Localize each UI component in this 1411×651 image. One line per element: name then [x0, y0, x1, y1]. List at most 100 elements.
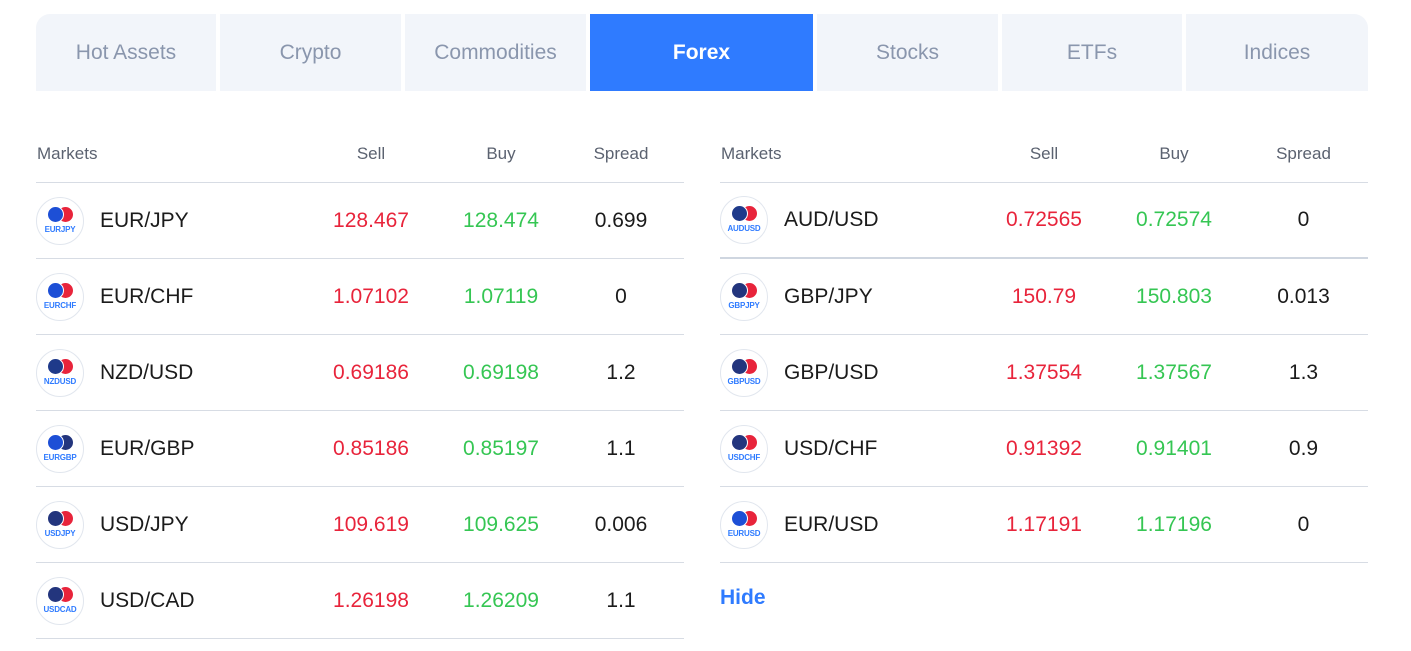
- hide-link[interactable]: Hide: [720, 586, 766, 609]
- buy-price[interactable]: 150.803: [1136, 284, 1212, 308]
- currency-pair-icon: USDCAD: [36, 576, 84, 625]
- pair-name[interactable]: USD/CAD: [100, 588, 195, 612]
- pair-name[interactable]: EUR/GBP: [100, 436, 195, 460]
- buy-price[interactable]: 1.17196: [1136, 512, 1212, 536]
- spread-value: 1.1: [606, 588, 636, 612]
- pair-name[interactable]: GBP/JPY: [784, 284, 873, 308]
- table-row[interactable]: USDJPY USD/JPY 109.619 109.625 0.006: [36, 487, 684, 563]
- market-cell: EURJPY EUR/JPY: [36, 196, 306, 245]
- tab-stocks[interactable]: Stocks: [817, 14, 998, 91]
- flag-base-icon: [731, 281, 748, 299]
- table-row[interactable]: EURJPY EUR/JPY 128.467 128.474 0.699: [36, 183, 684, 259]
- buy-price[interactable]: 1.26209: [463, 588, 539, 612]
- table-row[interactable]: EURUSD EUR/USD 1.17191 1.17196 0: [720, 487, 1368, 563]
- currency-pair-icon: GBPUSD: [720, 348, 768, 397]
- currency-pair-icon: EURUSD: [720, 500, 768, 549]
- sell-price[interactable]: 0.69186: [333, 360, 409, 384]
- header-buy: Buy: [486, 143, 516, 163]
- flag-base-icon: [731, 433, 748, 451]
- pair-code: EURUSD: [727, 528, 761, 538]
- market-cell: EURCHF EUR/CHF: [36, 272, 306, 321]
- sell-price[interactable]: 0.91392: [1006, 436, 1082, 460]
- market-cell: EURUSD EUR/USD: [720, 500, 979, 549]
- table-row[interactable]: NZDUSD NZD/USD 0.69186 0.69198 1.2: [36, 335, 684, 411]
- sell-price[interactable]: 109.619: [333, 512, 409, 536]
- market-cell: AUDUSD AUD/USD: [720, 196, 979, 244]
- table-header: Markets Sell Buy Spread: [36, 125, 684, 183]
- currency-pair-icon: USDCHF: [720, 424, 768, 473]
- flags-icon: [729, 203, 759, 223]
- tab-etfs[interactable]: ETFs: [1002, 14, 1182, 91]
- flags-icon: [45, 584, 75, 604]
- sell-price[interactable]: 0.72565: [1006, 208, 1082, 231]
- market-cell: GBPUSD GBP/USD: [720, 348, 979, 397]
- sell-price[interactable]: 1.37554: [1006, 360, 1082, 384]
- flag-base-icon: [731, 509, 748, 527]
- flags-icon: [729, 508, 759, 528]
- spread-value: 0.699: [594, 208, 648, 232]
- sell-price[interactable]: 1.26198: [333, 588, 409, 612]
- table-row[interactable]: USDCAD USD/CAD 1.26198 1.26209 1.1: [36, 563, 684, 639]
- pair-name[interactable]: EUR/USD: [784, 512, 879, 536]
- tab-crypto[interactable]: Crypto: [220, 14, 401, 91]
- sell-price[interactable]: 1.07102: [333, 284, 409, 308]
- flag-base-icon: [47, 205, 64, 223]
- pair-code: NZDUSD: [43, 376, 77, 386]
- buy-price[interactable]: 0.72574: [1136, 208, 1212, 231]
- tab-hot-assets[interactable]: Hot Assets: [36, 14, 216, 91]
- flag-base-icon: [731, 357, 748, 375]
- pair-name[interactable]: USD/JPY: [100, 512, 189, 536]
- spread-value: 0.013: [1277, 284, 1330, 308]
- flags-icon: [45, 356, 75, 376]
- tab-forex[interactable]: Forex: [590, 14, 813, 91]
- spread-value: 0: [615, 284, 627, 308]
- sell-price[interactable]: 1.17191: [1006, 512, 1082, 536]
- table-row[interactable]: AUDUSD AUD/USD 0.72565 0.72574 0: [720, 183, 1368, 259]
- pair-code: EURJPY: [44, 224, 76, 234]
- currency-pair-icon: NZDUSD: [36, 348, 84, 397]
- sell-price[interactable]: 0.85186: [333, 436, 409, 460]
- buy-price[interactable]: 128.474: [463, 208, 539, 232]
- market-cell: USDCAD USD/CAD: [36, 576, 306, 625]
- buy-price[interactable]: 109.625: [463, 512, 539, 536]
- currency-pair-icon: EURGBP: [36, 424, 84, 473]
- flag-base-icon: [731, 205, 748, 222]
- market-cell: USDCHF USD/CHF: [720, 424, 979, 473]
- markets-table-left: Markets Sell Buy Spread EURJPY EUR/JPY 128…: [36, 125, 684, 639]
- buy-price[interactable]: 0.69198: [463, 360, 539, 384]
- pair-name[interactable]: NZD/USD: [100, 360, 194, 384]
- header-buy: Buy: [1159, 143, 1189, 163]
- tab-indices[interactable]: Indices: [1186, 14, 1368, 91]
- table-row[interactable]: EURCHF EUR/CHF 1.07102 1.07119 0: [36, 259, 684, 335]
- spread-value: 0: [1297, 512, 1310, 536]
- pair-name[interactable]: USD/CHF: [784, 436, 878, 460]
- pair-name[interactable]: AUD/USD: [784, 208, 879, 231]
- market-cell: NZDUSD NZD/USD: [36, 348, 306, 397]
- table-row[interactable]: GBPUSD GBP/USD 1.37554 1.37567 1.3: [720, 335, 1368, 411]
- pair-code: USDCAD: [43, 604, 77, 614]
- table-row[interactable]: GBPJPY GBP/JPY 150.79 150.803 0.013: [720, 259, 1368, 335]
- pair-code: GBPJPY: [728, 300, 760, 310]
- flags-icon: [45, 204, 75, 224]
- flag-base-icon: [47, 585, 64, 603]
- tab-commodities[interactable]: Commodities: [405, 14, 586, 91]
- table-row[interactable]: USDCHF USD/CHF 0.91392 0.91401 0.9: [720, 411, 1368, 487]
- flags-icon: [45, 280, 75, 300]
- pair-name[interactable]: EUR/CHF: [100, 284, 194, 308]
- table-header: Markets Sell Buy Spread: [720, 125, 1368, 183]
- asset-class-tabs: Hot Assets Crypto Commodities Forex Stoc…: [36, 14, 1368, 91]
- market-cell: EURGBP EUR/GBP: [36, 424, 306, 473]
- buy-price[interactable]: 0.85197: [463, 436, 539, 460]
- sell-price[interactable]: 128.467: [333, 208, 409, 232]
- table-row[interactable]: EURGBP EUR/GBP 0.85186 0.85197 1.1: [36, 411, 684, 487]
- pair-name[interactable]: GBP/USD: [784, 360, 879, 384]
- buy-price[interactable]: 1.07119: [463, 284, 539, 308]
- currency-pair-icon: AUDUSD: [720, 196, 768, 244]
- header-spread: Spread: [1276, 143, 1331, 163]
- flags-icon: [729, 432, 759, 452]
- pair-name[interactable]: EUR/JPY: [100, 208, 189, 232]
- sell-price[interactable]: 150.79: [1011, 284, 1077, 308]
- buy-price[interactable]: 0.91401: [1136, 436, 1212, 460]
- buy-price[interactable]: 1.37567: [1136, 360, 1212, 384]
- pair-code: GBPUSD: [727, 376, 761, 386]
